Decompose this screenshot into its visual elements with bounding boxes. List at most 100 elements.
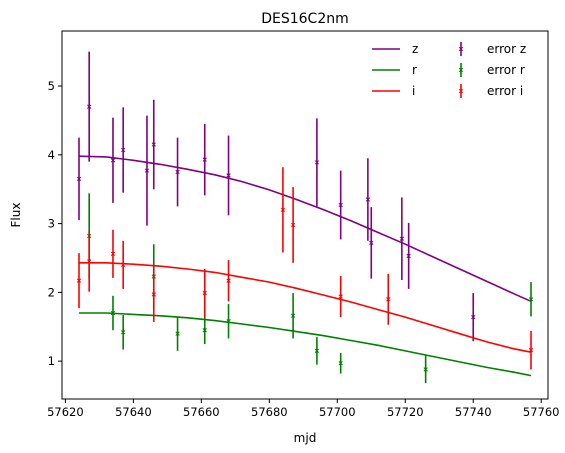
error-point-z (87, 51, 92, 162)
x-tick-label: 57740 (455, 405, 492, 419)
legend-marker-r (458, 67, 464, 73)
legend-error-label-i: error i (487, 84, 523, 98)
error-point-i (87, 231, 92, 292)
chart-title: DES16C2nm (261, 11, 349, 27)
point-marker-r (290, 313, 296, 318)
point-marker-i (151, 292, 156, 297)
error-point-i (528, 330, 534, 370)
point-marker-i (76, 278, 82, 283)
point-marker-i (290, 222, 296, 228)
x-tick-label: 57620 (47, 405, 84, 419)
error-point-r (175, 316, 180, 351)
fit-line-i (79, 261, 532, 353)
error-point-r (314, 337, 320, 365)
error-point-z (369, 207, 374, 279)
error-point-i (338, 275, 343, 318)
y-tick-label: 4 (48, 148, 55, 162)
point-marker-r (121, 330, 126, 335)
point-marker-z (338, 202, 343, 208)
error-point-r (338, 352, 343, 374)
error-point-r (110, 295, 116, 331)
error-point-z (121, 107, 126, 193)
point-marker-z (121, 147, 126, 153)
x-axis: 57620 57640 57660 57680 57700 57720 57740 57760 (47, 399, 559, 419)
error-point-i (202, 268, 207, 318)
y-tick-label: 2 (48, 285, 55, 299)
x-tick-label: 57680 (251, 405, 288, 419)
error-point-r (528, 282, 534, 317)
point-marker-z (110, 158, 116, 163)
plot-frame (61, 30, 549, 400)
legend-marker-z (458, 46, 464, 52)
error-point-r (423, 355, 428, 384)
y-tick-label: 3 (48, 217, 55, 231)
error-point-r (290, 293, 296, 339)
error-point-i (226, 260, 231, 302)
y-tick-label: 5 (48, 79, 55, 93)
legend-label-z: z (412, 42, 418, 56)
legend-error-label-z: error z (487, 42, 526, 56)
error-point-i (280, 167, 286, 253)
x-tick-label: 57660 (183, 405, 220, 419)
point-marker-i (110, 251, 116, 257)
y-tick-label: 1 (48, 354, 55, 368)
error-point-z (110, 117, 116, 203)
point-marker-i (280, 207, 286, 212)
legend: z error z r error r i error i (372, 42, 526, 98)
point-marker-r (338, 361, 343, 366)
x-tick-label: 57760 (523, 405, 560, 419)
error-point-i (386, 273, 391, 325)
point-marker-r (423, 367, 428, 372)
point-marker-r (314, 348, 320, 354)
error-point-z (202, 123, 207, 196)
error-point-z (365, 158, 371, 241)
point-marker-i (226, 278, 231, 283)
point-marker-i (121, 262, 126, 268)
x-tick-label: 57700 (319, 405, 356, 419)
point-marker-z (399, 236, 405, 241)
legend-label-r: r (412, 63, 417, 77)
point-marker-r (202, 328, 207, 333)
plot-content (76, 51, 534, 384)
error-point-i (290, 187, 296, 263)
fit-line-z (78, 155, 532, 303)
y-axis-label: Flux (9, 203, 23, 228)
error-point-z (175, 137, 180, 207)
error-point-z (151, 99, 156, 190)
error-point-z (144, 115, 150, 226)
x-axis-label: mjd (294, 431, 317, 445)
point-marker-i (528, 348, 534, 353)
error-point-i (110, 229, 116, 278)
point-marker-r (528, 297, 534, 302)
error-point-i (76, 253, 82, 309)
y-axis: 1 2 3 4 5 (48, 79, 62, 368)
point-marker-z (369, 240, 374, 246)
point-marker-z (406, 253, 411, 259)
legend-error-label-r: error r (487, 63, 525, 77)
point-marker-z (226, 173, 231, 178)
point-marker-z (76, 176, 82, 182)
point-marker-z (175, 169, 180, 175)
error-point-z (471, 293, 476, 342)
point-marker-z (471, 314, 476, 320)
error-point-i (151, 266, 156, 322)
error-point-z (406, 222, 411, 289)
error-point-r (121, 315, 126, 350)
point-marker-r (110, 310, 116, 316)
point-marker-z (314, 160, 320, 165)
point-marker-r (226, 319, 231, 324)
point-marker-z (365, 197, 371, 202)
legend-marker-i (458, 88, 464, 94)
legend-label-i: i (412, 84, 415, 98)
point-marker-i (386, 297, 391, 302)
point-marker-i (338, 294, 343, 299)
x-tick-label: 57640 (115, 405, 152, 419)
point-marker-z (87, 104, 92, 109)
error-point-z (314, 118, 320, 207)
error-point-r (202, 316, 207, 344)
point-marker-r (175, 331, 180, 336)
point-marker-z (144, 168, 150, 173)
point-marker-z (202, 157, 207, 162)
error-point-i (121, 240, 126, 289)
